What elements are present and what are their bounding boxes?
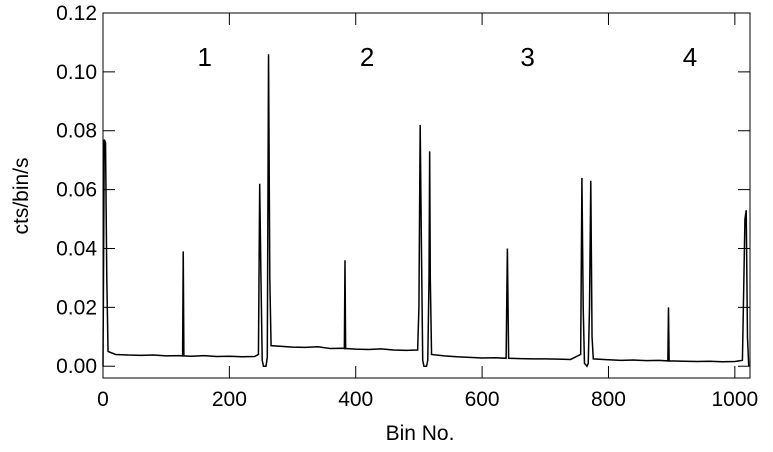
- x-tick-label: 400: [338, 388, 373, 411]
- annotation: 4: [683, 42, 697, 72]
- x-axis-label: Bin No.: [386, 422, 455, 445]
- y-tick-label: 0.00: [56, 355, 97, 378]
- x-tick-label: 600: [465, 388, 500, 411]
- plot-frame: [102, 12, 751, 379]
- y-tick-label: 0.10: [56, 61, 97, 84]
- data-line: [102, 54, 750, 368]
- y-tick-label: 0.08: [56, 120, 97, 143]
- annotation: 1: [197, 42, 211, 72]
- y-tick-label: 0.06: [56, 179, 97, 202]
- annotation: 2: [360, 42, 374, 72]
- x-tick-label: 800: [591, 388, 626, 411]
- y-tick-label: 0.12: [56, 2, 97, 25]
- x-tick-label: 0: [97, 388, 109, 411]
- annotation: 3: [520, 42, 534, 72]
- y-tick-label: 0.02: [56, 296, 97, 319]
- y-axis-label: cts/bin/s: [10, 157, 33, 234]
- x-tick-label: 200: [212, 388, 247, 411]
- x-tick-label: 1000: [711, 388, 758, 411]
- y-tick-label: 0.04: [56, 237, 97, 260]
